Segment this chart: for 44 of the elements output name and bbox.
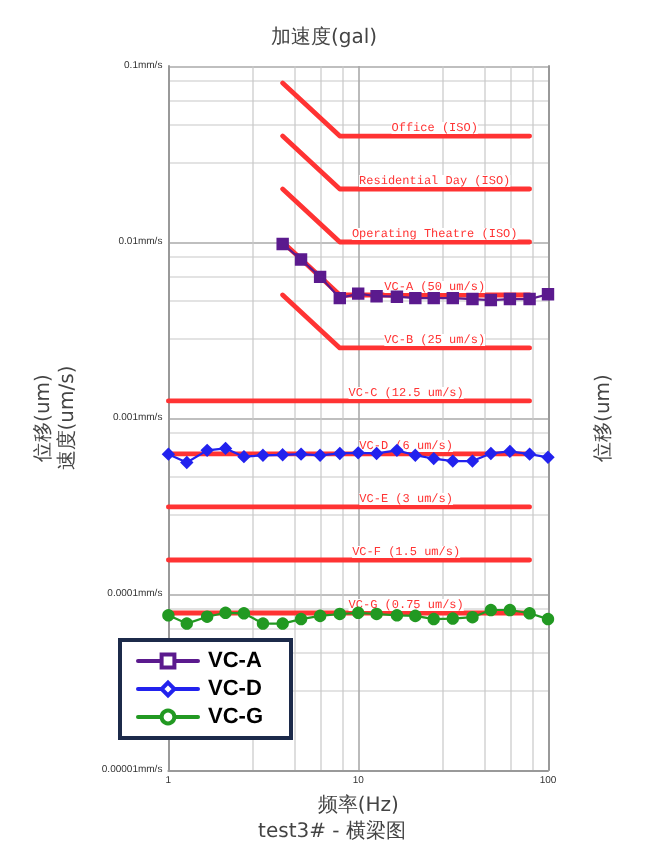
y2-axis-title: 位移(um) [591,373,615,462]
point [294,447,308,461]
point [446,454,459,468]
point [523,447,536,461]
point [541,612,555,626]
point [523,607,536,620]
point [276,448,289,461]
point [313,609,327,623]
point [427,452,440,465]
point [333,447,346,460]
point [484,603,498,617]
y-axis-title: 位移(um) 速度(um/s) [31,365,79,471]
point [294,612,308,626]
legend-label: VC-A [208,649,262,673]
point [200,610,214,623]
point [219,606,232,619]
point [466,454,479,468]
point [256,449,270,462]
point [256,617,270,630]
point [180,456,193,469]
legend-label: VC-G [208,705,263,729]
point [333,607,346,621]
text: test3# - 横梁图 [258,819,406,843]
point [503,445,517,458]
point [313,449,327,462]
point [237,607,251,620]
point [446,612,459,625]
point [162,447,175,461]
point [200,444,214,457]
point [237,450,251,463]
point [427,612,440,626]
chart-title: 加速度(gal) [270,25,378,49]
point [503,603,517,617]
point [466,611,479,624]
x-axis-title: 频率(Hz) [317,792,399,817]
point [180,617,193,630]
point [484,447,498,460]
legend-label: VC-D [208,677,262,701]
point [541,451,555,464]
point [409,449,422,462]
point [370,607,383,621]
point [162,609,175,622]
point [219,442,232,455]
point [276,617,289,630]
